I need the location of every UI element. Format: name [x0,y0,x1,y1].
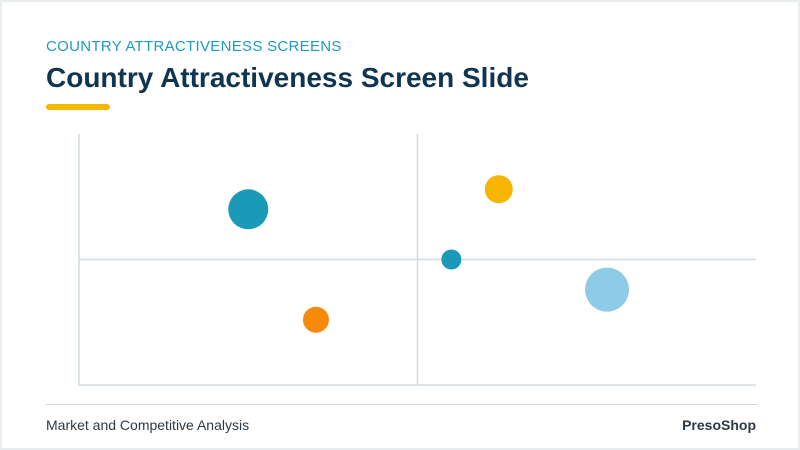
slide-eyebrow: COUNTRY ATTRACTIVENESS SCREENS [46,38,342,55]
bubble-series [228,175,630,333]
bubble-2 [484,175,513,204]
bubble-5 [302,306,329,333]
bubble-4 [585,267,630,312]
footer-brand-label: PresoShop [682,417,756,433]
footer-left-label: Market and Competitive Analysis [46,417,250,433]
title-underline [46,104,110,110]
bubble-1 [228,189,269,230]
footer-divider [46,404,758,405]
bubble-3 [441,249,462,270]
slide-title: Country Attractiveness Screen Slide [46,62,529,93]
